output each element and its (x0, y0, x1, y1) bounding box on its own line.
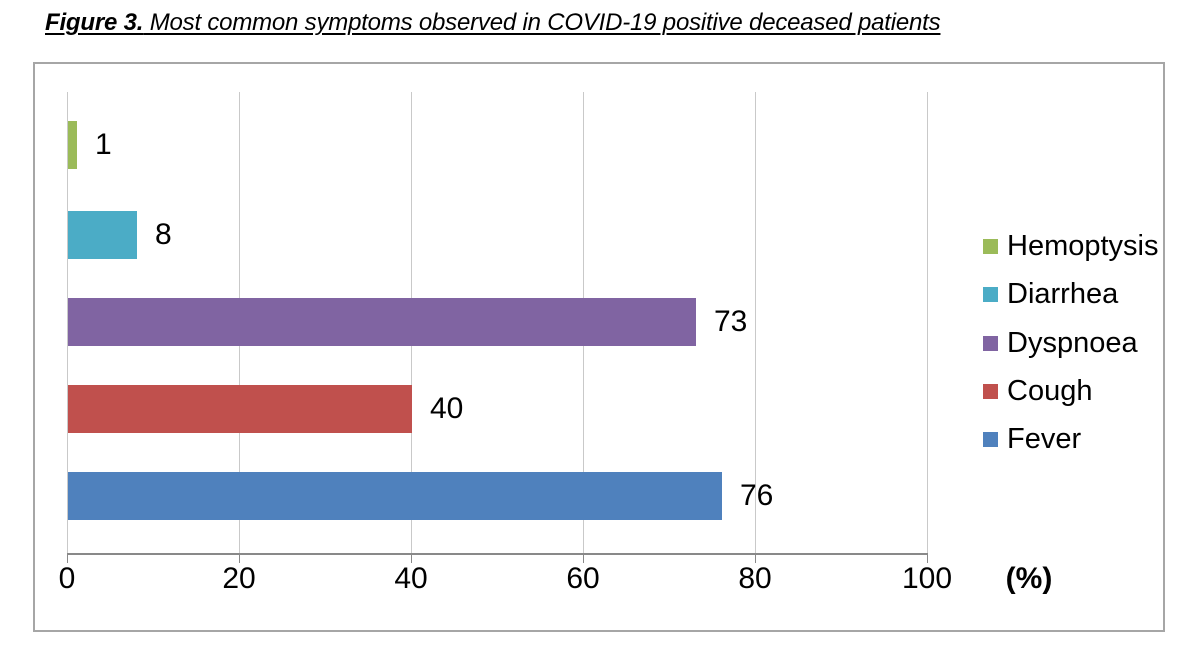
x-axis-tick-mark (411, 553, 412, 563)
legend-item-hemoptysis: Hemoptysis (983, 222, 1159, 270)
bar-hemoptysis (68, 121, 77, 169)
y-axis-line (67, 92, 68, 553)
bar-value-label-cough: 40 (430, 392, 464, 425)
figure-caption-underline: Figure 3. Most common symptoms observed … (45, 9, 941, 36)
legend-label-fever: Fever (1007, 422, 1082, 455)
x-axis-tick-label: 20 (222, 562, 256, 595)
legend-swatch-diarrhea (983, 286, 998, 302)
x-axis-tick-mark (583, 553, 584, 563)
bar-value-label-dyspnoea: 73 (714, 305, 748, 338)
legend-swatch-dyspnoea (983, 335, 998, 351)
x-axis-tick-mark (927, 553, 928, 563)
bar-dyspnoea (68, 298, 696, 346)
figure-caption-text: Most common symptoms observed in COVID-1… (143, 9, 941, 36)
legend-item-diarrhea: Diarrhea (983, 270, 1118, 318)
x-axis-tick-label: 80 (738, 562, 772, 595)
x-axis-tick-mark (755, 553, 756, 563)
x-axis-tick-mark (67, 553, 68, 563)
x-axis-tick-label: 60 (566, 562, 600, 595)
legend-item-cough: Cough (983, 367, 1092, 415)
chart-frame: (%) 1 8 73 40 76 0 20 40 60 80 100 Hemoptysis Diarrh… (33, 62, 1165, 632)
figure-caption: Figure 3. Most common symptoms observed … (45, 9, 941, 37)
bar-fever (68, 472, 722, 520)
legend-label-dyspnoea: Dyspnoea (1007, 326, 1138, 359)
legend-swatch-hemoptysis (983, 238, 998, 254)
bar-value-label-fever: 76 (740, 479, 774, 512)
legend-label-hemoptysis: Hemoptysis (1007, 229, 1159, 262)
legend-label-cough: Cough (1007, 374, 1093, 407)
x-axis-tick-label: 0 (58, 562, 76, 595)
x-axis-tick-label: 40 (394, 562, 428, 595)
bar-value-label-hemoptysis: 1 (95, 128, 112, 161)
figure-number: Figure 3. (45, 9, 144, 36)
x-axis-tick-mark (239, 553, 240, 563)
x-axis-line (67, 553, 928, 555)
legend-label-diarrhea: Diarrhea (1007, 277, 1119, 310)
gridline (927, 92, 928, 553)
bar-cough (68, 385, 412, 433)
x-axis-unit-label: (%) (1005, 562, 1053, 595)
legend-item-fever: Fever (983, 415, 1081, 463)
bar-diarrhea (68, 211, 137, 259)
x-axis-tick-label: 100 (901, 562, 953, 595)
bar-value-label-diarrhea: 8 (155, 218, 172, 251)
legend-swatch-cough (983, 383, 998, 399)
legend-item-dyspnoea: Dyspnoea (983, 319, 1138, 367)
legend-swatch-fever (983, 431, 998, 447)
gridline (755, 92, 756, 553)
